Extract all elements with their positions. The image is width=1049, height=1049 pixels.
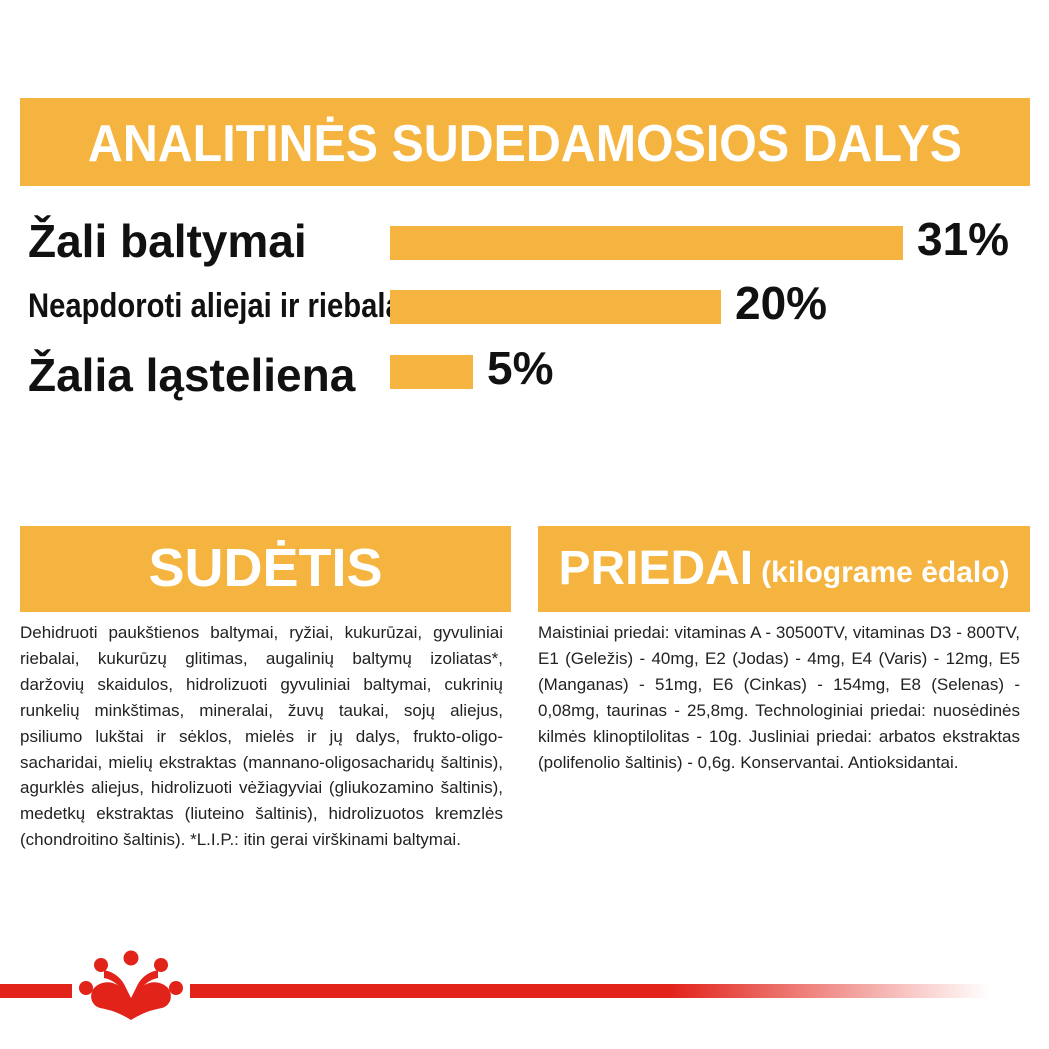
additives-title-banner: PRIEDAI (kilograme ėdalo) — [538, 526, 1030, 610]
composition-divider — [20, 610, 511, 612]
nutrient-label: Žali baltymai — [28, 215, 307, 267]
additives-subtitle: (kilograme ėdalo) — [761, 556, 1010, 589]
nutrient-label: Neapdoroti aliejai ir riebalai — [28, 287, 410, 325]
analytic-title: ANALITINĖS SUDEDAMOSIOS DALYS — [87, 115, 963, 173]
value-label: 31% — [917, 213, 1010, 265]
value-label: 20% — [735, 277, 828, 329]
nutrient-label: Žalia ląsteliena — [28, 349, 356, 401]
composition-title-banner: SUDĖTIS — [20, 526, 511, 610]
footer-line — [190, 984, 990, 998]
additives-divider — [538, 610, 1030, 612]
footer-line — [0, 984, 72, 998]
bar-raw-protein — [390, 226, 903, 260]
composition-title: SUDĖTIS — [148, 538, 383, 598]
composition-text: Dehidruoti paukštienos baltymai, ryžiai,… — [20, 623, 503, 850]
crown-icon — [79, 950, 183, 1020]
bar-raw-fat — [390, 290, 721, 324]
additives-title: PRIEDAI — [558, 541, 754, 595]
additives-text: Maistiniai priedai: vitaminas A - 30500T… — [538, 623, 1020, 772]
value-label: 5% — [487, 342, 554, 394]
bar-raw-fibre — [390, 355, 473, 389]
analytic-title-banner: ANALITINĖS SUDEDAMOSIOS DALYS — [20, 98, 1030, 186]
